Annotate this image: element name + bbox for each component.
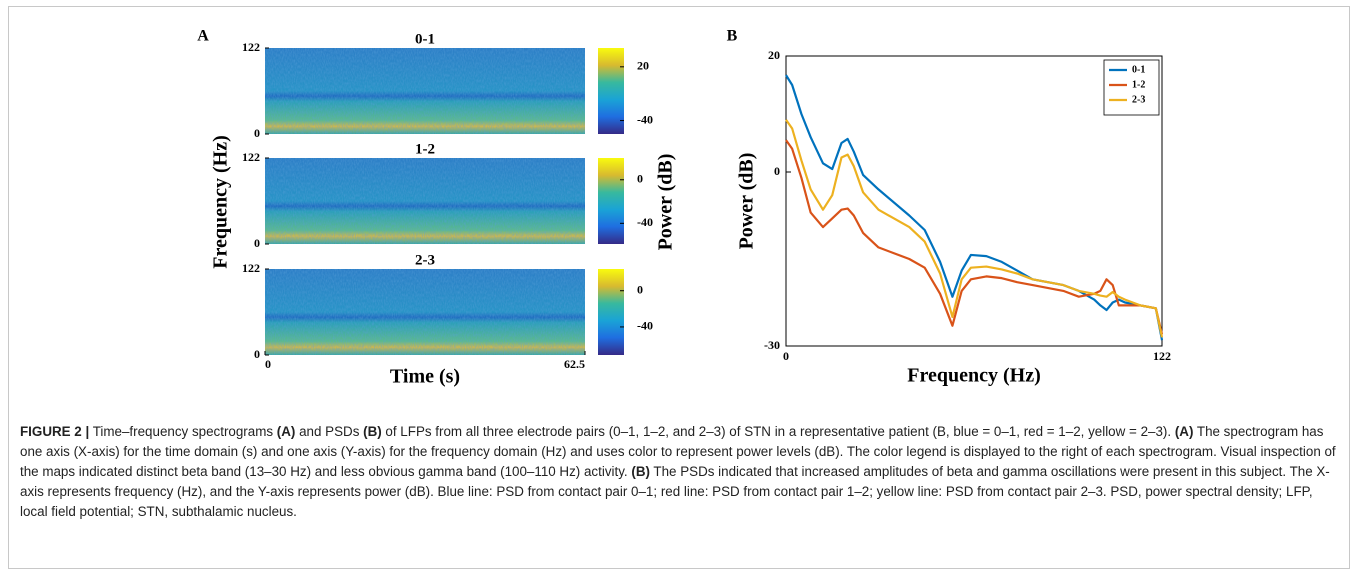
figure-caption: FIGURE 2 | Time–frequency spectrograms (… — [20, 422, 1342, 522]
figure-frame — [8, 6, 1350, 569]
caption-bold-text: (B) — [363, 424, 382, 439]
y-tick-label: 20 — [768, 48, 780, 62]
panel-label: B — [727, 28, 738, 45]
colorbar — [598, 48, 624, 134]
colorbar-tick-label: 20 — [637, 59, 649, 73]
colorbar-label: Power (dB) — [655, 154, 677, 251]
y-tick-label: 122 — [242, 261, 260, 275]
plot-frame — [785, 55, 1163, 347]
spectrogram-title: 1-2 — [415, 141, 435, 157]
colorbar-tick-label: -40 — [637, 319, 653, 333]
x-tick-label: 0 — [265, 357, 271, 371]
spectrogram-title: 0-1 — [415, 31, 435, 47]
y-tick-label: 122 — [242, 150, 260, 164]
x-tick-label: 62.5 — [564, 357, 585, 371]
y-axis-label: Power (dB) — [736, 153, 758, 250]
colorbar-tick-label: 0 — [637, 282, 643, 296]
x-tick-label: 0 — [783, 349, 789, 363]
colorbar — [598, 269, 624, 355]
series-line — [785, 119, 1164, 338]
caption-text: Time–frequency spectrograms — [89, 424, 277, 439]
x-axis-label: Time (s) — [390, 366, 460, 388]
spectrogram-noise — [265, 158, 585, 244]
caption-text: of LFPs from all three electrode pairs (… — [381, 424, 1175, 439]
caption-bold-text: (A) — [1174, 424, 1194, 439]
y-tick-label: -30 — [764, 338, 780, 352]
colorbar-tick-label: 0 — [637, 172, 643, 186]
x-tick-label: 122 — [1153, 349, 1171, 363]
caption-text: The spectrogram has one axis (X-axis) fo… — [20, 424, 1340, 479]
legend-label: 2-3 — [1132, 94, 1145, 105]
caption-bold-text: FIGURE 2 | — [20, 424, 90, 439]
colorbar — [598, 158, 624, 244]
caption-bold-text: (A) — [276, 424, 296, 439]
caption-bold-text: (B) — [631, 464, 650, 479]
y-tick-label: 122 — [242, 40, 260, 54]
y-tick-label: 0 — [254, 126, 260, 140]
panel-label: A — [197, 28, 209, 45]
y-tick-label: 0 — [774, 164, 780, 178]
x-axis-label: Frequency (Hz) — [907, 365, 1041, 387]
series-line — [785, 74, 1164, 341]
colorbar-tick-label: -40 — [637, 112, 653, 126]
y-tick-label: 0 — [254, 347, 260, 361]
series-line — [785, 139, 1164, 335]
y-axis-label: Frequency (Hz) — [210, 135, 232, 269]
colorbar-tick-label: -40 — [637, 215, 653, 229]
legend-label: 0-1 — [1132, 64, 1145, 75]
y-tick-label: 0 — [254, 236, 260, 250]
spectrogram-title: 2-3 — [415, 252, 435, 268]
spectrogram-noise — [265, 269, 585, 355]
legend-label: 1-2 — [1132, 79, 1145, 90]
spectrogram-noise — [265, 48, 585, 134]
caption-text: The PSDs indicated that increased amplit… — [20, 464, 1330, 519]
caption-text: and PSDs — [295, 424, 364, 439]
